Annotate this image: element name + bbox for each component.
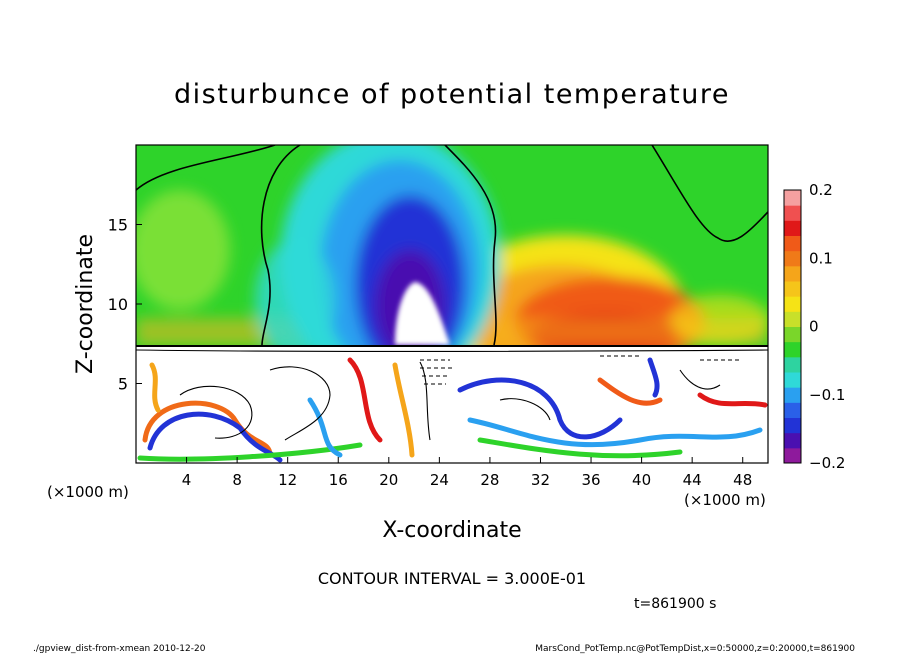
- colorbar: 0.2 0.1 0 −0.1 −0.2: [783, 181, 845, 472]
- colorbar-cell: [784, 447, 801, 464]
- colorbar-cell: [784, 235, 801, 252]
- colorbar-cell: [784, 311, 801, 327]
- x-tick-label: 44: [683, 471, 702, 489]
- colorbar-tick-label: 0.2: [809, 181, 833, 199]
- x-tick-label: 28: [480, 471, 499, 489]
- colorbar-cell: [784, 432, 801, 449]
- colorbar-tick-label: 0: [809, 318, 819, 336]
- x-axis-label: X-coordinate: [382, 518, 521, 543]
- colorbar-cell: [784, 402, 801, 418]
- colorbar-cell: [784, 190, 801, 206]
- colorbar-cell: [784, 250, 801, 267]
- y-axis-label: Z-coordinate: [73, 234, 98, 374]
- y-tick-label: 10: [108, 295, 128, 314]
- y-tick-label: 5: [118, 375, 128, 394]
- colorbar-cell: [784, 417, 801, 434]
- footer-right: MarsCond_PotTemp.nc@PotTempDist,x=0:5000…: [535, 644, 855, 654]
- contour-interval: CONTOUR INTERVAL = 3.000E-01: [318, 569, 586, 588]
- y-tick-label: 15: [108, 216, 128, 235]
- x-tick-label: 24: [430, 471, 449, 489]
- colorbar-tick-label: 0.1: [809, 249, 833, 267]
- chart-title: disturbunce of potential temperature: [174, 79, 730, 110]
- colorbar-tick-label: −0.1: [809, 386, 845, 404]
- colorbar-cell: [784, 220, 801, 236]
- colorbar-cell: [784, 387, 801, 403]
- x-tick-label: 40: [632, 471, 651, 489]
- x-tick-label: 36: [581, 471, 600, 489]
- upper-layer: [136, 145, 768, 345]
- x-axis-ticks: 4 8 12 16 20 24 28 32 36 40 44 48: [182, 457, 752, 489]
- colorbar-cell: [784, 356, 801, 373]
- footer-left: ./gpview_dist-from-xmean 2010-12-20: [33, 644, 206, 654]
- colorbar-cell: [784, 205, 801, 221]
- colorbar-cell: [784, 326, 801, 343]
- colorbar-cell: [784, 265, 801, 282]
- colorbar-cell: [784, 372, 801, 388]
- x-tick-label: 16: [329, 471, 348, 489]
- colorbar-cell: [784, 281, 801, 297]
- x-tick-label: 4: [182, 471, 192, 489]
- x-tick-label: 8: [232, 471, 242, 489]
- lower-layer: [136, 346, 768, 463]
- x-unit-label: (×1000 m): [684, 491, 766, 509]
- colorbar-cell: [784, 341, 801, 358]
- x-tick-label: 48: [733, 471, 752, 489]
- x-tick-label: 20: [379, 471, 398, 489]
- y-axis-ticks: 5 10 15: [108, 216, 142, 394]
- heatmap-field: [136, 145, 768, 463]
- y-unit-label: (×1000 m): [47, 483, 129, 501]
- time-label: t=861900 s: [634, 596, 716, 612]
- x-tick-label: 32: [531, 471, 550, 489]
- x-tick-label: 12: [278, 471, 297, 489]
- colorbar-tick-label: −0.2: [809, 454, 845, 472]
- colorbar-cell: [784, 296, 801, 312]
